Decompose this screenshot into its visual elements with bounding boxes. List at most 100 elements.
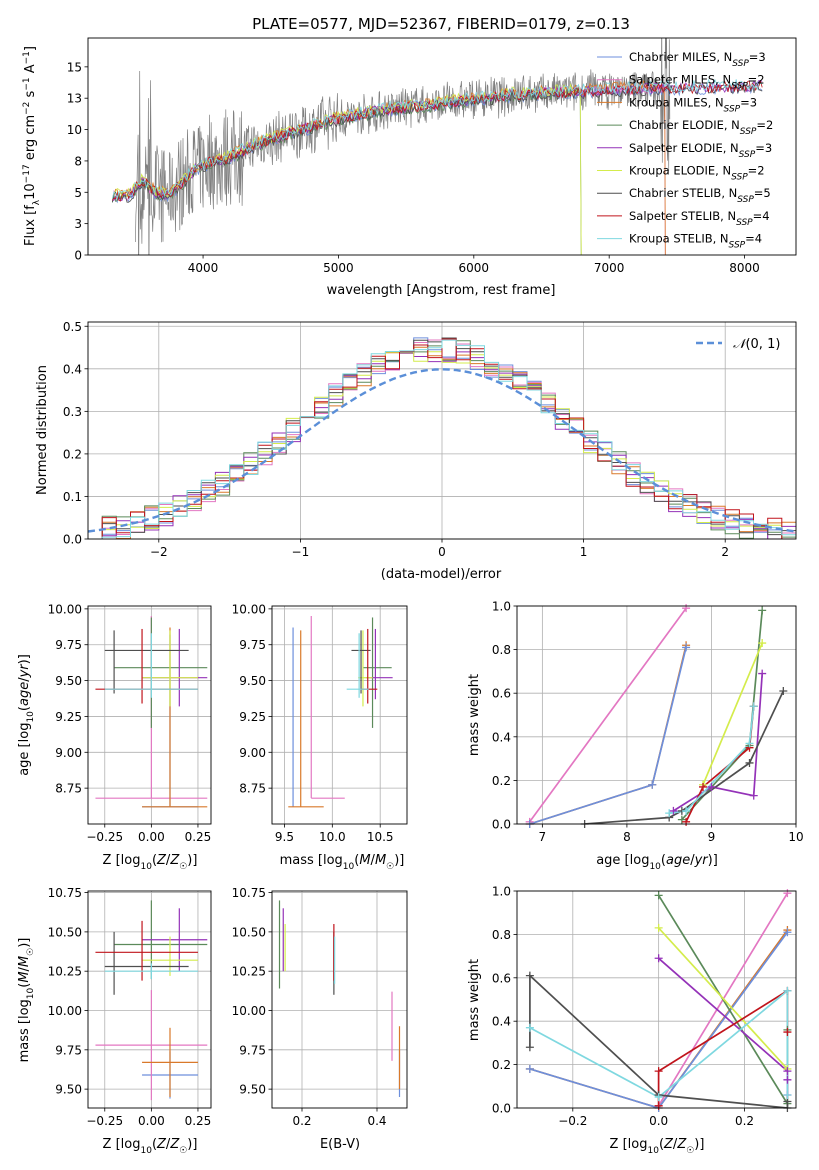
- y-tick-label: 10.00: [232, 602, 266, 616]
- x-tick-label: −2: [150, 545, 168, 559]
- residuals-frame: [87, 321, 797, 540]
- y-tick-label: 9.25: [239, 710, 266, 724]
- mass-vs-Z-ylabel: mass [log10(M/M☉)]: [17, 938, 36, 1063]
- x-tick-label: 9.5: [275, 830, 294, 844]
- age-vs-Z-xlabel: Z [log10(Z/Z☉)]: [103, 853, 198, 872]
- mass-vs-Z-frame: [87, 890, 212, 1109]
- y-tick-label: 0.6: [492, 687, 511, 701]
- y-tick-label: 0.0: [492, 818, 511, 832]
- weight-marker-kroupa-stelib: [525, 1023, 534, 1032]
- spectrum-ylabel: Flux [fλ10−17 erg cm−2 s−1 A−1]: [22, 46, 42, 246]
- y-tick-label: 9.75: [239, 1043, 266, 1057]
- x-tick-label: 10.5: [367, 830, 394, 844]
- y-tick-label: 15: [67, 60, 82, 74]
- weight-marker-kroupa-elodie: [758, 639, 767, 648]
- weight-marker-chabrier-miles: [682, 643, 691, 652]
- normal-curve: [88, 368, 796, 533]
- weight-vs-age-xlabel: age [log10(age/yr)]: [596, 853, 718, 872]
- y-tick-label: 3: [74, 217, 82, 231]
- y-tick-label: 9.50: [55, 1083, 82, 1097]
- y-tick-label: 0.0: [63, 533, 82, 547]
- weight-marker-kroupa-stelib: [745, 739, 754, 748]
- y-tick-label: 9.50: [55, 674, 82, 688]
- legend-label-chabrier-elodie: Chabrier ELODIE, NSSP=2: [629, 118, 773, 137]
- residuals-xlabel: (data-model)/error: [381, 567, 502, 582]
- x-tick-label: 10: [788, 830, 803, 844]
- weight-marker-chabrier-elodie: [654, 891, 663, 900]
- weight-marker-chabrier-miles: [783, 928, 792, 937]
- x-tick-label: 0.25: [185, 1114, 212, 1128]
- x-tick-label: 0.25: [185, 830, 212, 844]
- x-tick-label: −0.2: [558, 1114, 587, 1128]
- mass-vs-ebv-xlabel: E(B-V): [320, 1137, 360, 1152]
- y-tick-label: 0.2: [63, 447, 82, 461]
- spectrum-legend: Chabrier MILES, NSSP=3 Salpeter MILES, NS…: [597, 50, 773, 251]
- y-tick-label: 9.25: [55, 710, 82, 724]
- y-tick-label: 1.0: [492, 885, 511, 899]
- age-vs-Z-frame: [87, 605, 212, 825]
- y-tick-label: 9.00: [239, 746, 266, 760]
- age-vs-Z-panel: −0.25 0.00 0.25 8.75 9.00 9.25 9.50 9.75 10.00 Z …: [17, 602, 212, 872]
- y-tick-label: 10.75: [48, 886, 82, 900]
- figure-title: PLATE=0577, MJD=52367, FIBERID=0179, z=0…: [252, 15, 630, 33]
- weight-marker-salpeter-elodie: [707, 782, 716, 791]
- x-tick-label: −0.25: [86, 1114, 123, 1128]
- mass-vs-Z-panel: −0.25 0.00 0.25 9.50 9.75 10.00 10.25 10.50 10.7…: [17, 886, 212, 1156]
- y-tick-label: 10.25: [232, 965, 266, 979]
- spectrum-frame: [87, 37, 797, 256]
- y-tick-label: 8: [74, 154, 82, 168]
- y-tick-label: 10.50: [232, 925, 266, 939]
- y-tick-label: 5: [74, 186, 82, 200]
- y-tick-label: 0.4: [492, 730, 511, 744]
- x-tick-label: −1: [292, 545, 310, 559]
- y-tick-label: 0.8: [492, 928, 511, 942]
- y-tick-label: 10.00: [48, 1004, 82, 1018]
- weight-marker-salpeter-elodie: [783, 1067, 792, 1076]
- y-tick-label: 10.00: [48, 602, 82, 616]
- model-line-kroupa-stelib: [112, 78, 763, 200]
- x-tick-label: 2: [721, 545, 729, 559]
- weight-marker-kroupa-elodie: [654, 923, 663, 932]
- spectrum-panel: 4000 5000 6000 7000 8000 0 3 5 8 10 13 15 wavelength…: [22, 37, 797, 298]
- weight-vs-age-ylabel: mass weight: [467, 674, 482, 756]
- x-tick-label: 0.0: [649, 1114, 668, 1128]
- weight-marker-chabrier-stelib: [525, 1043, 534, 1052]
- y-tick-label: 9.75: [55, 638, 82, 652]
- y-tick-label: 10.25: [48, 965, 82, 979]
- x-tick-label: 10.0: [319, 830, 346, 844]
- weight-marker-salpeter-stelib: [699, 782, 707, 791]
- y-tick-label: 10.75: [232, 886, 266, 900]
- y-tick-label: 10.00: [232, 1004, 266, 1018]
- mass-vs-Z-marks: [95, 900, 208, 1101]
- x-tick-label: 7000: [594, 261, 625, 275]
- legend-label-chabrier-stelib: Chabrier STELIB, NSSP=5: [629, 186, 771, 205]
- weight-marker-kroupa-stelib: [783, 1090, 792, 1099]
- legend-label-kroupa-elodie: Kroupa ELODIE, NSSP=2: [629, 164, 765, 183]
- spectrum-xlabel: wavelength [Angstrom, rest frame]: [327, 283, 556, 298]
- weight-marker-salpeter-stelib: [654, 1101, 663, 1110]
- y-tick-label: 9.00: [55, 746, 82, 760]
- x-tick-label: 8000: [729, 261, 760, 275]
- legend-label-normal: 𝒩(0, 1): [733, 337, 780, 352]
- y-tick-label: 10: [67, 123, 82, 137]
- legend-label-kroupa-miles: Kroupa MILES, NSSP=3: [629, 95, 757, 114]
- y-tick-label: 0.2: [492, 774, 511, 788]
- mass-vs-ebv-marks: [278, 900, 401, 1097]
- weight-marker-chabrier-elodie: [758, 606, 767, 615]
- weight-vs-age-frame: [516, 605, 797, 825]
- y-tick-label: 0.6: [492, 971, 511, 985]
- y-tick-label: 0.1: [63, 490, 82, 504]
- age-vs-Z-ylabel: age [log10(age/yr)]: [17, 654, 36, 776]
- weight-marker-chabrier-stelib: [525, 971, 534, 980]
- weight-line-kroupa-elodie: [702, 642, 763, 786]
- y-tick-label: 0: [74, 249, 82, 263]
- x-tick-label: 6000: [459, 261, 490, 275]
- x-tick-label: 0.00: [138, 830, 165, 844]
- y-tick-label: 0.8: [492, 643, 511, 657]
- weight-marker-kroupa-stelib: [783, 986, 792, 995]
- y-tick-label: 8.75: [55, 782, 82, 796]
- y-tick-label: 10.50: [48, 925, 82, 939]
- y-tick-label: 0.4: [492, 1015, 511, 1029]
- age-vs-mass-frame: [271, 605, 408, 825]
- age-vs-mass-panel: 9.5 10.0 10.5 8.75 9.00 9.25 9.50 9.75 10.00 mass…: [232, 602, 408, 872]
